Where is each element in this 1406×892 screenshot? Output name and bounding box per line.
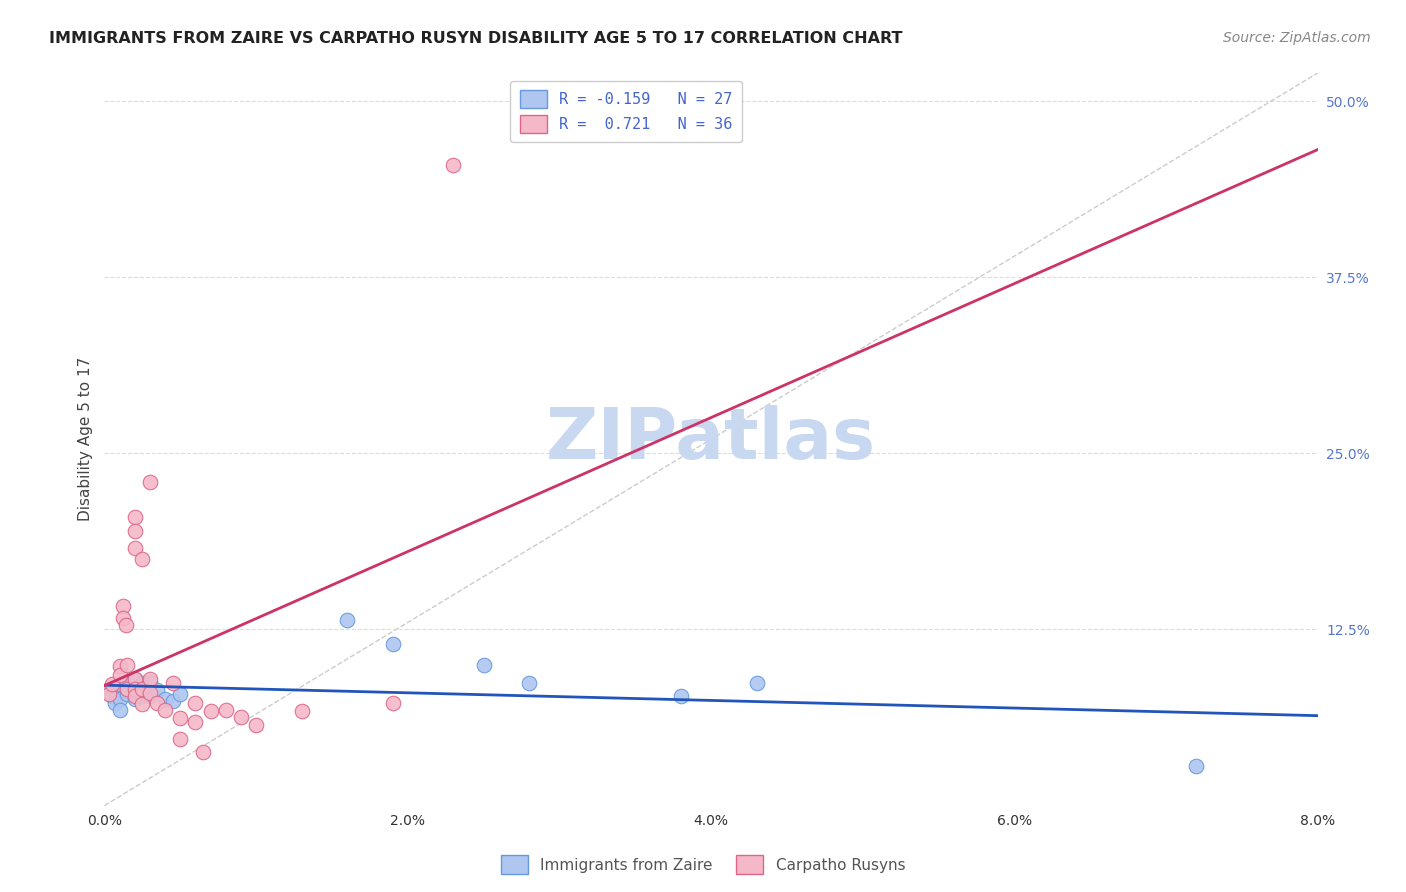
Point (162, 676, 184, 690)
Point (108, 659, 131, 673)
Point (124, 509, 146, 524)
Text: ZIPatlas: ZIPatlas (546, 405, 876, 474)
Point (139, 686, 162, 700)
Point (191, 745, 214, 759)
Y-axis label: Disability Age 5 to 17: Disability Age 5 to 17 (79, 357, 93, 522)
Point (108, 667, 131, 681)
Point (139, 475, 162, 489)
Point (104, 696, 127, 710)
Point (472, 657, 495, 672)
Point (115, 681, 138, 696)
Point (669, 689, 692, 703)
Point (169, 687, 191, 701)
Point (124, 681, 146, 696)
Point (124, 672, 146, 686)
Legend: R = -0.159   N = 27, R =  0.721   N = 36: R = -0.159 N = 27, R = 0.721 N = 36 (510, 80, 742, 143)
Point (131, 676, 153, 690)
Point (153, 691, 176, 706)
Point (108, 691, 131, 706)
Point (229, 710, 252, 724)
Point (131, 689, 153, 703)
Point (131, 697, 153, 711)
Point (1185, 759, 1208, 773)
Point (111, 611, 134, 625)
Point (115, 657, 138, 672)
Point (131, 552, 153, 566)
Point (441, 157, 464, 171)
Point (139, 674, 162, 689)
Point (184, 696, 207, 710)
Point (290, 704, 312, 718)
Point (100, 681, 122, 696)
Point (124, 524, 146, 538)
Point (336, 613, 359, 627)
Point (124, 681, 146, 696)
Point (517, 676, 540, 690)
Point (245, 718, 267, 732)
Point (101, 677, 124, 691)
Point (124, 689, 146, 703)
Point (146, 696, 169, 710)
Point (131, 681, 153, 696)
Point (139, 672, 162, 686)
Point (215, 703, 238, 717)
Point (108, 677, 131, 691)
Point (162, 694, 184, 708)
Point (124, 691, 146, 706)
Point (169, 732, 191, 747)
Point (101, 689, 124, 703)
Point (108, 703, 131, 717)
Point (184, 715, 207, 730)
Point (114, 618, 136, 632)
Point (111, 599, 134, 613)
Point (115, 687, 138, 701)
Point (124, 541, 146, 555)
Point (169, 711, 191, 725)
Point (200, 704, 222, 718)
Point (139, 689, 162, 703)
Text: IMMIGRANTS FROM ZAIRE VS CARPATHO RUSYN DISABILITY AGE 5 TO 17 CORRELATION CHART: IMMIGRANTS FROM ZAIRE VS CARPATHO RUSYN … (49, 31, 903, 46)
Text: Source: ZipAtlas.com: Source: ZipAtlas.com (1223, 31, 1371, 45)
Point (146, 683, 169, 698)
Point (153, 703, 176, 717)
Point (381, 637, 404, 651)
Point (381, 696, 404, 710)
Point (124, 672, 146, 686)
Legend: Immigrants from Zaire, Carpatho Rusyns: Immigrants from Zaire, Carpatho Rusyns (495, 849, 911, 880)
Point (745, 676, 768, 690)
Point (115, 674, 138, 689)
Point (97, 687, 120, 701)
Point (115, 683, 138, 698)
